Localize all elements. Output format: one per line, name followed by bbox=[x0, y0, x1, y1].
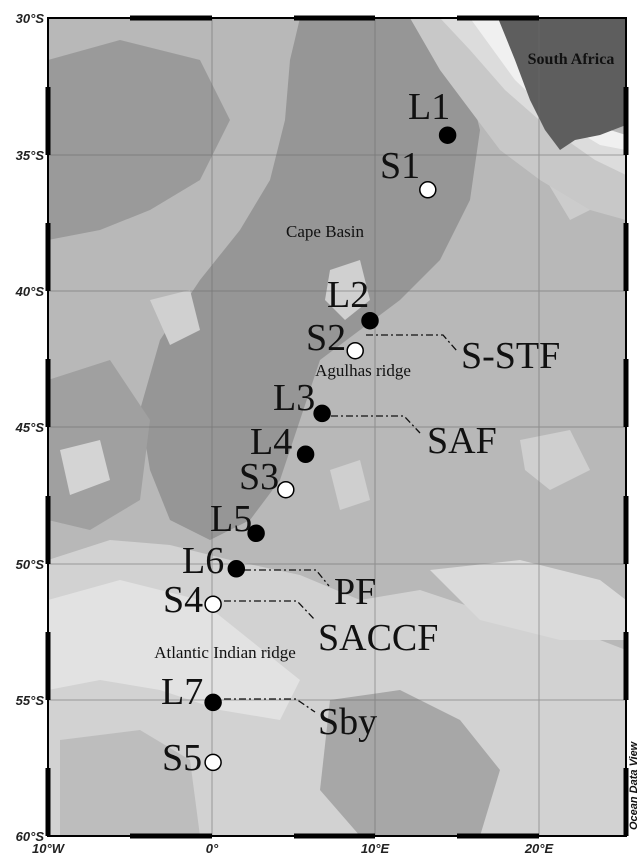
south-dark-patch bbox=[320, 690, 500, 836]
station-marker-s3 bbox=[277, 480, 295, 499]
lon-tick-label: 10°E bbox=[361, 841, 390, 856]
southwest-mid-patch bbox=[60, 730, 200, 836]
station-label-l2: L2 bbox=[327, 274, 369, 316]
light-patch bbox=[520, 430, 590, 490]
ridge-label: Agulhas ridge bbox=[315, 361, 411, 380]
credit-label: Ocean Data View bbox=[628, 740, 639, 830]
longitude-axis: 10°W 0° 10°E 20°E bbox=[32, 841, 553, 856]
lat-tick-label: 50°S bbox=[16, 557, 45, 572]
front-label-saccf: SACCF bbox=[318, 617, 438, 659]
station-label-l1: L1 bbox=[408, 86, 450, 128]
light-patch bbox=[150, 290, 200, 345]
light-patch bbox=[325, 260, 370, 320]
station-label-s5: S5 bbox=[162, 737, 202, 779]
lat-tick-label: 60°S bbox=[16, 829, 45, 844]
lat-tick-label: 40°S bbox=[15, 284, 45, 299]
front-leader-saccf bbox=[224, 600, 316, 621]
station-label-s3: S3 bbox=[239, 456, 279, 498]
station-label-s1: S1 bbox=[380, 145, 420, 187]
basin-label: Cape Basin bbox=[286, 222, 364, 241]
front-leaders bbox=[224, 334, 458, 713]
lon-tick-label: 10°W bbox=[32, 841, 66, 856]
west-dark-region bbox=[48, 40, 230, 240]
station-label-l4: L4 bbox=[250, 421, 292, 463]
station-label-l3: L3 bbox=[273, 377, 315, 419]
station-label-s4: S4 bbox=[163, 579, 203, 621]
station-label-s2: S2 bbox=[306, 317, 346, 359]
southern-lightest-band bbox=[48, 580, 300, 720]
station-label-l7: L7 bbox=[161, 671, 203, 713]
map-area bbox=[45, 15, 629, 839]
latitude-axis: 30°S 35°S 40°S 45°S 50°S 55°S 60°S bbox=[15, 11, 45, 844]
frame-ticks bbox=[45, 15, 629, 839]
grid bbox=[48, 18, 626, 836]
country-label: South Africa bbox=[528, 51, 615, 68]
south-africa-land bbox=[498, 18, 626, 150]
station-marker-l7 bbox=[204, 693, 222, 712]
lat-tick-label: 35°S bbox=[16, 148, 45, 163]
front-leader-pf bbox=[244, 569, 330, 587]
lat-tick-label: 55°S bbox=[16, 693, 45, 708]
station-marker-s5 bbox=[204, 753, 222, 772]
lon-tick-label: 0° bbox=[206, 841, 219, 856]
coast-band-inner bbox=[470, 18, 626, 150]
front-label-pf: PF bbox=[334, 571, 376, 613]
front-leader-s-stf bbox=[366, 334, 458, 352]
station-marker-l1 bbox=[438, 126, 457, 144]
ridge-label: Atlantic Indian ridge bbox=[154, 643, 296, 662]
front-label-sby: Sby bbox=[318, 701, 377, 743]
front-leader-sby bbox=[224, 698, 316, 713]
station-marker-s2 bbox=[346, 341, 364, 360]
light-patch bbox=[330, 460, 370, 510]
coast-band-outer bbox=[410, 18, 626, 220]
lon-tick-label: 20°E bbox=[524, 841, 554, 856]
station-marker-s4 bbox=[204, 595, 222, 613]
station-marker-l4 bbox=[296, 445, 315, 464]
station-marker-l3 bbox=[313, 404, 331, 423]
station-marker-l5 bbox=[247, 524, 265, 543]
cape-basin-shading bbox=[140, 18, 480, 540]
front-label-s-stf: S-STF bbox=[461, 335, 560, 377]
lat-tick-label: 45°S bbox=[15, 420, 45, 435]
station-marker-s1 bbox=[419, 181, 437, 199]
station-marker-l2 bbox=[361, 311, 379, 330]
southeast-light-patch bbox=[430, 560, 626, 640]
station-label-l6: L6 bbox=[182, 540, 224, 582]
light-patch bbox=[60, 440, 110, 495]
station-marker-l6 bbox=[227, 560, 246, 578]
front-label-saf: SAF bbox=[427, 420, 497, 462]
lat-tick-label: 30°S bbox=[16, 11, 45, 26]
station-markers bbox=[204, 126, 457, 772]
station-label-l5: L5 bbox=[210, 498, 252, 540]
